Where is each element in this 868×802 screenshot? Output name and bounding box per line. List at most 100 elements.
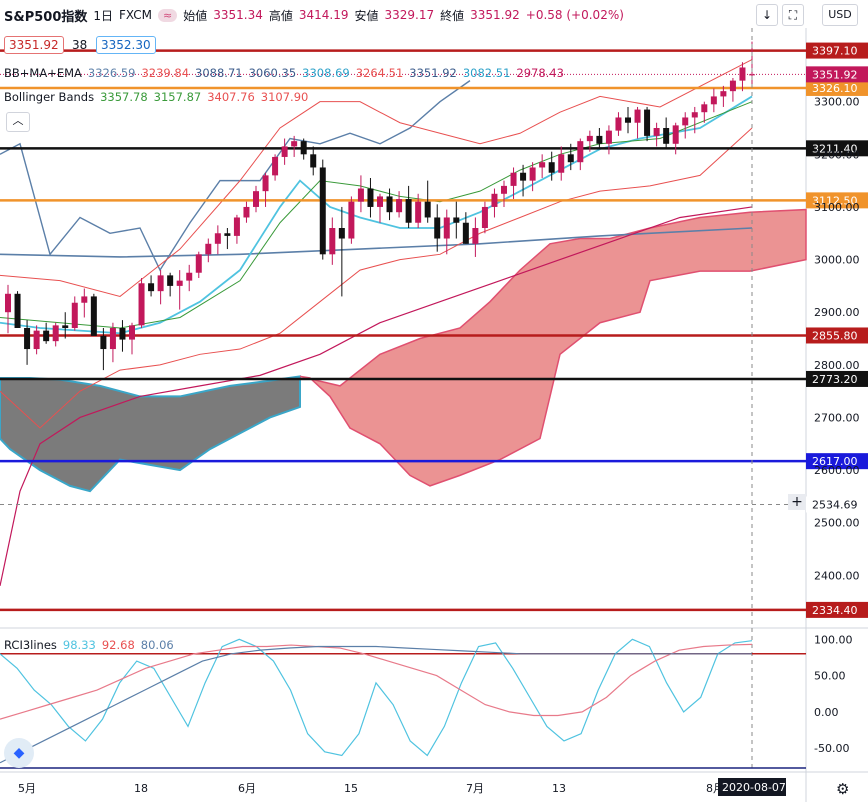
- candle-body-73: [701, 104, 708, 113]
- legend-boll-v2: 3157.87: [153, 90, 202, 104]
- rci-tick-2: 0.00: [814, 706, 839, 719]
- current-price-bg: [806, 66, 868, 83]
- candle-body-32: [310, 154, 317, 168]
- low-value: 3329.17: [384, 8, 435, 22]
- candle-body-23: [224, 233, 231, 236]
- legend-bb-ma-ema[interactable]: BB+MA+EMA 3326.59 3239.84 3088.71 3060.3…: [4, 66, 564, 80]
- candle-body-59: [567, 154, 574, 163]
- legend-bollinger[interactable]: Bollinger Bands 3357.78 3157.87 3407.76 …: [4, 90, 308, 104]
- legend-bb-v8: 3082.51: [462, 66, 511, 80]
- level-label-bg-0: [806, 42, 868, 59]
- candle-body-51: [491, 193, 498, 207]
- level-label-bg-6: [806, 453, 868, 470]
- candle-body-5: [52, 325, 59, 342]
- level-label-1: 3326.10: [812, 82, 858, 95]
- candle-body-41: [396, 199, 403, 213]
- legend-boll-v4: 3107.90: [260, 90, 309, 104]
- candle-body-57: [548, 162, 555, 173]
- candle-body-58: [558, 154, 565, 173]
- candle-body-34: [329, 228, 336, 255]
- candle-body-19: [186, 272, 193, 281]
- y-tick-7: 3100.00: [814, 201, 860, 214]
- candle-body-14: [138, 283, 145, 326]
- symbol-name[interactable]: S&P500指数: [4, 9, 88, 25]
- candle-body-43: [415, 201, 422, 223]
- chart-header: S&P500指数 1日 FXCM ≈ 始値 3351.34 高値 3414.19 安…: [4, 4, 624, 26]
- compare-pill[interactable]: ≈: [158, 8, 178, 22]
- x-tick-0: 5月: [18, 782, 36, 795]
- candle-body-77: [739, 67, 746, 81]
- level-label-bg-7: [806, 601, 868, 618]
- close-value: 3351.92: [470, 8, 520, 22]
- y-tick-9: 3300.00: [814, 96, 860, 109]
- candle-body-1: [14, 293, 21, 328]
- crosshair-price-bg: [806, 496, 868, 513]
- y-tick-1: 2500.00: [814, 517, 860, 530]
- bb-upper-line: [0, 59, 753, 297]
- legend-bb-v2: 3239.84: [141, 66, 190, 80]
- legend-bb-v7: 3351.92: [409, 66, 457, 80]
- candle-body-78: [749, 74, 755, 76]
- x-tick-4: 7月: [466, 782, 484, 795]
- candle-body-3: [33, 330, 40, 350]
- level-label-bg-5: [806, 370, 868, 387]
- candle-body-25: [243, 206, 250, 218]
- level-label-bg-2: [806, 140, 868, 157]
- fullscreen-icon[interactable]: ⛶: [782, 4, 804, 26]
- legend-rci-v1: 98.33: [62, 638, 96, 652]
- source-label: FXCM: [119, 8, 152, 22]
- candle-body-17: [167, 275, 174, 286]
- candle-body-40: [386, 196, 393, 213]
- download-icon[interactable]: ↓: [756, 4, 778, 26]
- level-label-2: 3211.40: [812, 142, 858, 155]
- collapse-legend-icon[interactable]: ︿: [6, 112, 30, 132]
- candle-body-36: [348, 201, 355, 239]
- candle-body-27: [262, 175, 269, 192]
- legend-bb-v6: 3264.51: [355, 66, 404, 80]
- candle-body-8: [81, 296, 88, 303]
- open-label: 始値: [183, 8, 208, 23]
- y-tick-6: 3000.00: [814, 254, 860, 267]
- candle-body-49: [472, 228, 479, 244]
- legend-bb-v4: 3060.35: [248, 66, 297, 80]
- candle-body-29: [281, 146, 288, 157]
- candle-body-75: [720, 91, 727, 97]
- candle-body-70: [672, 125, 679, 144]
- level-label-5: 2773.20: [812, 373, 858, 386]
- level-label-6: 2617.00: [812, 455, 858, 468]
- candle-body-68: [653, 128, 660, 136]
- candle-body-4: [43, 330, 50, 342]
- candle-body-46: [443, 217, 450, 239]
- legend-boll-name: Bollinger Bands: [4, 90, 95, 104]
- level-label-bg-3: [806, 192, 868, 209]
- bid-price-box[interactable]: 3351.92: [4, 36, 64, 54]
- candle-body-15: [148, 283, 155, 292]
- candle-body-11: [109, 328, 116, 350]
- candle-body-20: [195, 254, 202, 273]
- cursor-date-bg: [718, 778, 786, 796]
- kumo-gray: [0, 375, 301, 493]
- candle-body-71: [682, 117, 689, 126]
- legend-bb-v3: 3088.71: [195, 66, 243, 80]
- settings-gear-icon[interactable]: ⚙: [836, 780, 850, 798]
- candle-body-6: [62, 325, 69, 328]
- candle-body-18: [176, 280, 183, 286]
- candle-body-76: [729, 80, 736, 92]
- y-tick-2: 2600.00: [814, 464, 860, 477]
- crosshair-plus-icon[interactable]: +: [788, 494, 806, 510]
- candle-body-56: [539, 162, 546, 168]
- ask-price-box[interactable]: 3352.30: [96, 36, 156, 54]
- candle-body-65: [625, 117, 631, 123]
- candle-body-10: [100, 335, 107, 350]
- currency-button[interactable]: USD: [822, 4, 858, 26]
- legend-bb-v1: 3326.59: [87, 66, 136, 80]
- interval-label[interactable]: 1日: [93, 8, 114, 23]
- candle-body-60: [577, 141, 584, 163]
- legend-rci[interactable]: RCI3lines 98.33 92.68 80.06: [4, 638, 174, 652]
- legend-rci-v2: 92.68: [101, 638, 135, 652]
- candle-body-38: [367, 188, 374, 207]
- candle-body-0: [5, 293, 11, 313]
- level-label-bg-4: [806, 327, 868, 344]
- candle-body-30: [291, 141, 298, 147]
